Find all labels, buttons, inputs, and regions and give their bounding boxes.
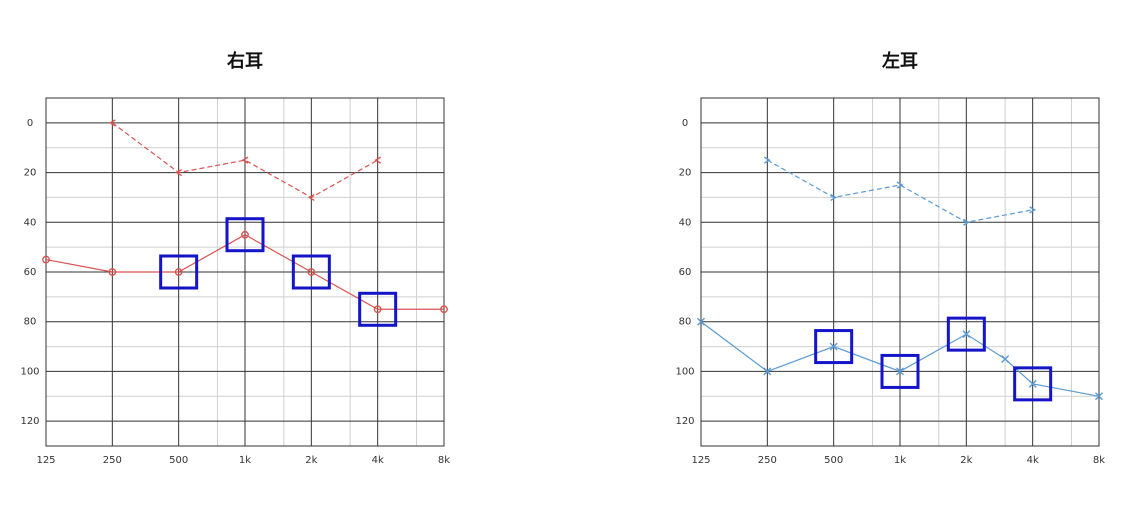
highlight-box [814,329,854,365]
point-marker [697,317,705,326]
x-tick-label: 2k [960,455,972,466]
y-tick-label: 60 [679,267,692,278]
highlight-box [291,254,331,290]
x-tick-label: 1k [239,455,251,466]
point-marker [896,367,904,376]
y-tick-label: 40 [679,217,692,228]
x-tick-label: 125 [691,455,710,466]
plot-frame [700,97,1100,447]
highlight-box [358,291,398,327]
highlight-box [159,254,199,290]
y-tick-label: 80 [679,317,692,328]
x-tick-label: 8k [438,455,450,466]
highlight-box [1013,366,1053,402]
point-marker [175,168,183,177]
point-marker [1029,206,1037,214]
point-marker [763,156,771,164]
point-marker [373,305,382,314]
x-tick-label: 500 [824,455,843,466]
highlight-box [225,217,265,253]
series-line [45,234,444,310]
highlight-box [946,316,986,352]
x-tick-label: 125 [36,455,55,466]
point-marker [307,193,315,202]
point-marker [962,330,971,339]
chart-title: 左耳 [882,50,918,72]
x-tick-label: 4k [1027,455,1039,466]
series-line [111,122,378,199]
y-tick-label: 0 [27,118,33,129]
y-tick-label: 120 [675,416,694,427]
point-marker [440,305,448,314]
point-marker [1001,355,1010,363]
x-tick-label: 1k [894,455,906,466]
series-line [767,159,1033,223]
plot-frame [45,97,445,447]
x-tick-label: 2k [305,455,317,466]
y-tick-label: 20 [679,168,692,179]
point-marker [241,230,249,239]
x-tick-label: 250 [758,455,777,466]
y-tick-label: 40 [24,217,37,228]
y-tick-label: 100 [675,366,694,377]
point-marker [307,268,316,276]
point-marker [42,255,50,264]
highlight-box [880,353,920,389]
y-tick-label: 100 [20,366,39,377]
chart-title: 右耳 [227,50,263,72]
y-tick-label: 60 [24,267,37,278]
point-marker [829,342,838,351]
point-marker [174,268,183,276]
point-marker [1028,379,1037,388]
point-marker [1095,392,1103,401]
point-marker [374,156,382,164]
point-marker [108,268,117,276]
point-marker [962,218,970,226]
y-tick-label: 120 [20,416,39,427]
point-marker [241,156,249,164]
x-tick-label: 8k [1093,455,1105,466]
y-tick-label: 20 [24,168,37,179]
point-marker [830,193,838,202]
y-tick-label: 80 [24,317,37,328]
point-marker [763,367,772,376]
x-tick-label: 250 [103,455,122,466]
x-tick-label: 500 [169,455,188,466]
x-tick-label: 4k [372,455,384,466]
series-line [700,321,1100,397]
point-marker [896,181,904,189]
point-marker [108,119,116,127]
y-tick-label: 0 [682,118,688,129]
